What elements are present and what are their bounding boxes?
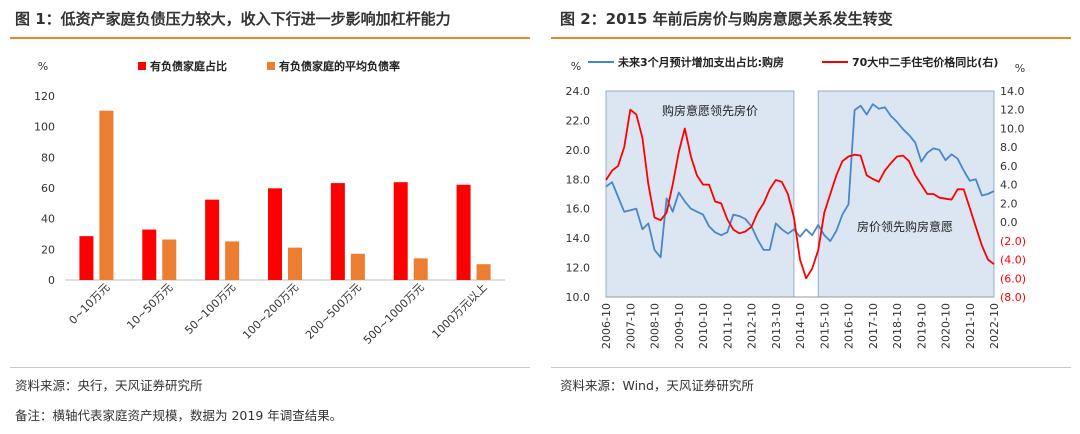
- right-title-rule: [551, 37, 1071, 39]
- x-tick-label: 2010-10: [697, 303, 710, 349]
- left-bottom-rule: [10, 367, 530, 368]
- x-tick-label: 2021-10: [964, 303, 977, 349]
- right-y-tick-label: 4.0: [1000, 179, 1018, 192]
- right-y-tick-label: 8.0: [1000, 141, 1018, 154]
- left-bar-chart: % 有负债家庭占比 有负债家庭的平均负债率 0 20 40 60 80 100 120 0~10万元…: [34, 59, 505, 347]
- right-y-tick-label: (4.0): [1000, 254, 1026, 267]
- bar-debt-ratio: [350, 253, 365, 280]
- bar-debt-share: [330, 183, 345, 280]
- x-tick-label: 2006-10: [600, 303, 613, 349]
- bar-debt-ratio: [288, 247, 302, 280]
- left-source: 资料来源：央行，天风证券研究所: [15, 378, 203, 393]
- shaded-period-1: [605, 90, 795, 298]
- x-tick-label: 2018-10: [891, 303, 904, 349]
- shaded-period-2: [817, 90, 995, 298]
- right-y-tick-label: 2.0: [1000, 197, 1018, 210]
- y-tick-label: 20: [41, 243, 55, 256]
- legend-label-1: 有负债家庭占比: [150, 59, 227, 73]
- right-figure-title: 图 2：2015 年前后房价与购房意愿关系发生转变: [560, 10, 893, 28]
- x-tick-label: 2012-10: [746, 303, 759, 349]
- x-tick-label: 2014-10: [794, 303, 807, 349]
- x-category-label: 50~100万元: [182, 281, 238, 337]
- right-y-tick-label: (8.0): [1000, 291, 1026, 304]
- right-bottom-rule: [551, 367, 1071, 368]
- bar-debt-share: [205, 199, 220, 280]
- bar-debt-ratio: [99, 110, 114, 280]
- y-tick-label: 100: [34, 121, 55, 134]
- bar-debt-ratio: [476, 264, 491, 280]
- x-category-label: 200~500万元: [303, 281, 364, 342]
- right-y-tick-label: 14.0: [1000, 85, 1025, 98]
- legend-swatch-2: [267, 62, 275, 70]
- x-category-label: 0~10万元: [66, 281, 112, 327]
- right-y-tick-label: (6.0): [1000, 272, 1026, 285]
- bar-debt-ratio: [413, 258, 428, 280]
- left-y-tick-label: 14.0: [566, 232, 591, 245]
- y-tick-label: 40: [41, 213, 55, 226]
- left-y-tick-label: 18.0: [566, 173, 591, 186]
- x-tick-label: 2019-10: [915, 303, 928, 349]
- x-tick-label: 2017-10: [867, 303, 880, 349]
- series-line-purchase-intention: [605, 103, 995, 259]
- bar-debt-share: [393, 182, 408, 280]
- x-tick-label: 2008-10: [649, 303, 662, 349]
- bar-debt-ratio: [162, 239, 177, 280]
- x-tick-label: 2022-10: [988, 303, 1001, 349]
- legend-label-2: 70大中二手住宅价格同比(右): [852, 55, 998, 69]
- left-y-tick-label: 22.0: [566, 114, 591, 127]
- left-y-tick-label: 10.0: [566, 291, 591, 304]
- legend-swatch-1: [138, 62, 146, 70]
- left-y-tick-label: 24.0: [566, 85, 591, 98]
- x-tick-label: 2013-10: [770, 303, 783, 349]
- x-tick-label: 2015-10: [818, 303, 831, 349]
- annotation-price-leads: 房价领先购房意愿: [857, 219, 953, 234]
- bar-debt-share: [142, 229, 157, 280]
- left-title-rule: [10, 37, 530, 39]
- left-axis-unit: %: [571, 60, 581, 73]
- right-y-tick-label: 6.0: [1000, 160, 1018, 173]
- right-y-tick-label: 0.0: [1000, 216, 1018, 229]
- y-tick-label: 120: [34, 90, 55, 103]
- y-tick-label: 0: [48, 274, 55, 287]
- left-note: 备注：横轴代表家庭资产规模，数据为 2019 年调查结果。: [15, 408, 343, 423]
- x-tick-label: 2007-10: [624, 303, 637, 349]
- bar-debt-share: [79, 236, 94, 280]
- x-tick-label: 2020-10: [940, 303, 953, 349]
- left-y-tick-label: 12.0: [566, 262, 591, 275]
- annotation-intention-leads: 购房意愿领先房价: [662, 103, 758, 118]
- x-category-label: 500~1000万元: [361, 281, 427, 347]
- legend-label-2: 有负债家庭的平均负债率: [279, 59, 400, 73]
- x-tick-label: 2009-10: [673, 303, 686, 349]
- bar-debt-share: [268, 188, 282, 280]
- bar-debt-ratio: [225, 241, 240, 280]
- y-tick-label: 80: [41, 151, 55, 164]
- left-figure-title: 图 1：低资产家庭负债压力较大，收入下行进一步影响加杠杆能力: [15, 10, 451, 28]
- right-source: 资料来源：Wind，天风证券研究所: [560, 378, 754, 393]
- x-category-label: 100~200万元: [240, 281, 301, 342]
- x-category-label: 10~50万元: [124, 281, 175, 332]
- x-tick-label: 2011-10: [721, 303, 734, 349]
- x-tick-label: 2016-10: [843, 303, 856, 349]
- left-y-tick-label: 16.0: [566, 203, 591, 216]
- left-y-tick-label: 20.0: [566, 144, 591, 157]
- bar-debt-share: [456, 184, 471, 280]
- y-axis-unit: %: [38, 60, 48, 73]
- series-line-secondhand-price-yoy: [605, 108, 995, 280]
- y-tick-label: 60: [41, 182, 55, 195]
- right-y-tick-label: (2.0): [1000, 235, 1026, 248]
- x-category-label: 1000万元以上: [430, 281, 490, 341]
- right-y-tick-label: 10.0: [1000, 122, 1025, 135]
- legend-label-1: 未来3个月预计增加支出占比:购房: [617, 55, 784, 69]
- right-y-tick-label: 12.0: [1000, 104, 1025, 117]
- right-axis-unit: %: [1015, 62, 1025, 75]
